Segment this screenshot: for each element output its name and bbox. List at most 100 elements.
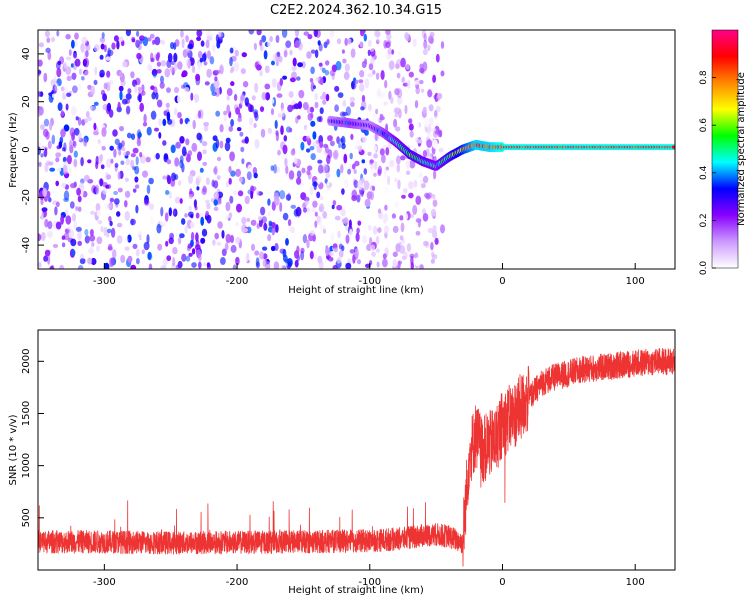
spectrogram-cell <box>248 125 253 135</box>
spectrogram-cell <box>155 92 159 100</box>
spectrogram-cell <box>200 237 206 244</box>
spectrogram-cell <box>66 75 72 82</box>
spectrogram-cell <box>270 245 276 252</box>
spectrogram-cell <box>201 141 208 147</box>
spectrogram-cell <box>253 123 257 128</box>
spectrogram-cell <box>347 168 352 175</box>
spectrogram-cell <box>375 108 379 115</box>
spectrogram-cell <box>155 53 160 62</box>
spectrogram-cell <box>179 198 183 204</box>
spectrogram-cell <box>384 204 388 211</box>
spectrogram-cell <box>219 124 224 133</box>
spectrogram-cell <box>47 51 52 61</box>
spectrogram-cell <box>125 93 132 100</box>
spectrogram-cell <box>48 161 54 166</box>
spectrogram-cell <box>350 101 355 108</box>
spectrogram-cell <box>253 111 258 119</box>
spectrogram-cell <box>235 221 240 227</box>
spectrogram-cell <box>259 70 263 77</box>
spectrogram-cell <box>336 38 342 45</box>
spectrogram-cell <box>215 138 220 149</box>
spectrogram-cell <box>302 102 309 110</box>
spectrogram-cell <box>263 222 268 231</box>
spectrogram-cell <box>280 108 286 118</box>
spectrogram-cell <box>162 258 168 266</box>
spectrogram-cell <box>174 39 180 47</box>
spectrogram-cell <box>228 165 232 174</box>
spectrogram-cell <box>177 260 183 269</box>
spectrogram-cell <box>316 191 321 199</box>
spectrogram-cell <box>74 58 81 67</box>
spectrogram-cell <box>387 47 392 55</box>
spectrogram-cell <box>375 235 380 245</box>
spectrogram-cell <box>364 129 369 136</box>
spectrogram-cell <box>262 246 268 251</box>
spectrogram-cell <box>422 175 429 184</box>
spectrogram-cell <box>251 95 256 101</box>
spectrogram-cell <box>76 142 83 147</box>
spectrogram-cell <box>60 128 66 138</box>
spectrogram-cell <box>302 234 308 244</box>
spectrogram-cell <box>408 123 414 131</box>
spectrogram-cell <box>55 157 60 163</box>
spectrogram-cell <box>344 63 350 72</box>
spectrogram-cell <box>120 254 126 264</box>
spectrogram-cell <box>336 168 341 178</box>
spectrogram-cell <box>53 76 57 85</box>
spectrogram-cell <box>432 199 438 207</box>
spectrogram-cell <box>93 101 99 106</box>
spectrogram-cell <box>149 33 155 39</box>
spectrogram-cell <box>81 76 85 81</box>
spectrogram-cell <box>62 156 67 163</box>
spectrogram-cell <box>127 255 133 263</box>
spectrogram-cell <box>117 187 123 193</box>
spectrogram-cell <box>353 179 359 189</box>
spectrogram-cell <box>40 232 46 241</box>
spectrogram-cell <box>76 187 81 196</box>
spectrogram-cell <box>224 141 231 152</box>
spectrogram-cell <box>377 151 381 162</box>
spectrogram-cell <box>421 30 426 39</box>
spectrogram-cell <box>375 72 380 80</box>
snr-y-label: SNR (10 * v/v) <box>8 414 19 485</box>
spectrogram-cell <box>174 86 179 94</box>
spectrogram-cell <box>230 170 236 177</box>
spectrogram-cell <box>85 50 89 58</box>
spectrogram-cell <box>253 42 257 51</box>
spectrogram-cell <box>244 195 250 205</box>
spectrogram-cell <box>400 57 406 68</box>
spectrogram-cell <box>343 178 349 188</box>
spectrogram-cell <box>174 196 181 204</box>
spectrogram-cell <box>87 159 92 164</box>
spectrogram-cell <box>143 199 150 206</box>
spectrogram-cell <box>38 91 41 97</box>
spectrogram-cell <box>100 225 104 233</box>
spectrogram-cell <box>392 225 399 233</box>
spectrogram-cell <box>289 127 293 133</box>
spectrogram-cell <box>152 39 156 45</box>
spectrogram-cell <box>316 215 321 224</box>
spectrogram-cell <box>440 41 445 49</box>
spectrogram-cell <box>61 235 66 240</box>
spectrogram-cell <box>213 191 220 199</box>
spectrogram-cell <box>317 159 323 164</box>
spectrogram-cell <box>68 49 72 56</box>
spectrogram-cell <box>57 60 62 66</box>
spectrogram-cell <box>77 206 82 212</box>
spectrogram-cell <box>329 30 335 38</box>
spectrogram-cell <box>89 234 96 242</box>
spectrogram-cell <box>218 31 223 38</box>
spectrogram-cell <box>130 153 136 158</box>
spectrogram-cell <box>270 108 275 116</box>
spectrogram-cell <box>309 250 314 260</box>
spectrogram-cell <box>261 92 267 101</box>
spectrogram-cell <box>166 159 172 165</box>
spectrogram-cell <box>148 65 153 72</box>
spectrogram-cell <box>229 151 236 162</box>
spectrogram-cell <box>369 159 375 164</box>
spectrogram-cell <box>174 157 180 167</box>
spectrogram-cell <box>70 238 77 247</box>
spectrogram-cell <box>262 147 267 158</box>
snr-panel: -300 -200 -100 0 100 500 1000 1500 2000 Height … <box>8 329 676 596</box>
spectrogram-cell <box>127 88 132 94</box>
